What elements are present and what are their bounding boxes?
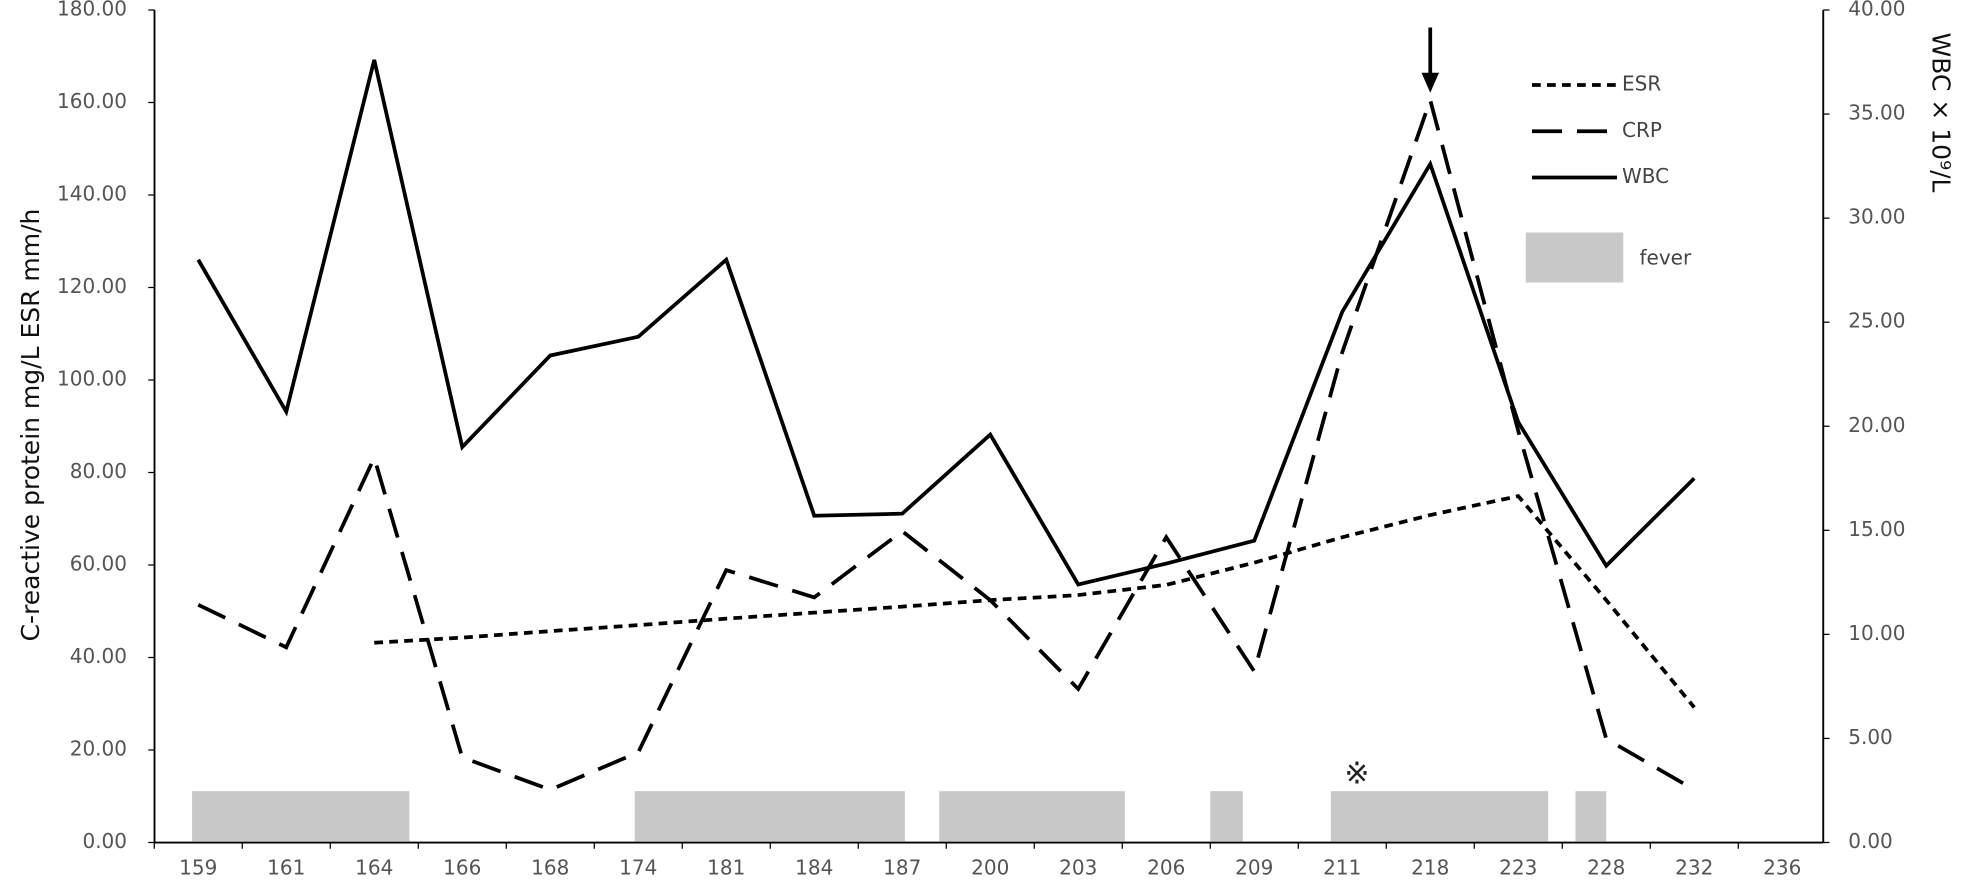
- y2-tick-label: 35.00: [1848, 101, 1905, 125]
- y-tick-label: 160.00: [57, 89, 127, 113]
- y2-tick-label: 5.00: [1848, 725, 1893, 749]
- y-tick-label: 180.00: [57, 0, 127, 21]
- series-line: [374, 494, 1696, 709]
- x-tick-label: 187: [883, 855, 921, 879]
- fever-bar: [939, 791, 1125, 842]
- x-tick-label: 236: [1763, 855, 1801, 879]
- legend-label: fever: [1640, 245, 1692, 269]
- fever-bar: [1575, 791, 1607, 842]
- y2-tick-label: 40.00: [1848, 0, 1905, 21]
- x-tick-label: 232: [1675, 855, 1713, 879]
- x-tick-label: 218: [1411, 855, 1449, 879]
- y2-tick-label: 30.00: [1848, 205, 1905, 229]
- x-tick-label: 203: [1059, 855, 1097, 879]
- y-tick-label: 20.00: [70, 737, 127, 761]
- fever-bar: [1330, 791, 1549, 842]
- series-line: [197, 93, 1696, 792]
- x-tick-label: 211: [1323, 855, 1361, 879]
- x-tick-label: 200: [971, 855, 1009, 879]
- series-line: [196, 59, 1696, 587]
- legend-label: ESR: [1622, 72, 1661, 96]
- y-tick-label: 80.00: [70, 459, 127, 483]
- x-tick-label: 159: [179, 855, 217, 879]
- y-tick-label: 100.00: [57, 367, 127, 391]
- y2-tick-label: 20.00: [1848, 413, 1905, 437]
- x-tick-label: 164: [355, 855, 393, 879]
- x-tick-label: 223: [1499, 855, 1537, 879]
- x-tick-label: 174: [619, 855, 657, 879]
- y-tick-label: 0.00: [82, 829, 127, 853]
- fever-bar: [192, 791, 410, 842]
- x-tick-label: 228: [1587, 855, 1625, 879]
- y2-axis-label: WBC × 10⁹/L: [1927, 33, 1956, 193]
- x-tick-label: 161: [267, 855, 305, 879]
- annotation: ※: [1344, 757, 1369, 792]
- legend-swatch: [1525, 232, 1624, 283]
- y-tick-label: 60.00: [70, 552, 127, 576]
- y2-tick-label: 25.00: [1848, 309, 1905, 333]
- x-tick-label: 209: [1235, 855, 1273, 879]
- x-tick-label: 181: [707, 855, 745, 879]
- fever-bar: [634, 791, 905, 842]
- y-tick-label: 40.00: [70, 644, 127, 668]
- x-tick-label: 184: [795, 855, 833, 879]
- y2-tick-label: 0.00: [1848, 829, 1893, 853]
- y2-tick-label: 15.00: [1848, 517, 1905, 541]
- y-axis-label: C-reactive protein mg/L ESR mm/h: [16, 209, 45, 642]
- x-tick-label: 168: [531, 855, 569, 879]
- y2-tick-label: 10.00: [1848, 621, 1905, 645]
- x-tick-label: 166: [443, 855, 481, 879]
- y-tick-label: 140.00: [57, 182, 127, 206]
- legend-label: WBC: [1622, 164, 1669, 188]
- arrow-head: [1421, 72, 1439, 93]
- x-tick-label: 206: [1147, 855, 1185, 879]
- fever-bar: [1210, 791, 1243, 842]
- legend-label: CRP: [1622, 118, 1662, 142]
- y-tick-label: 120.00: [57, 274, 127, 298]
